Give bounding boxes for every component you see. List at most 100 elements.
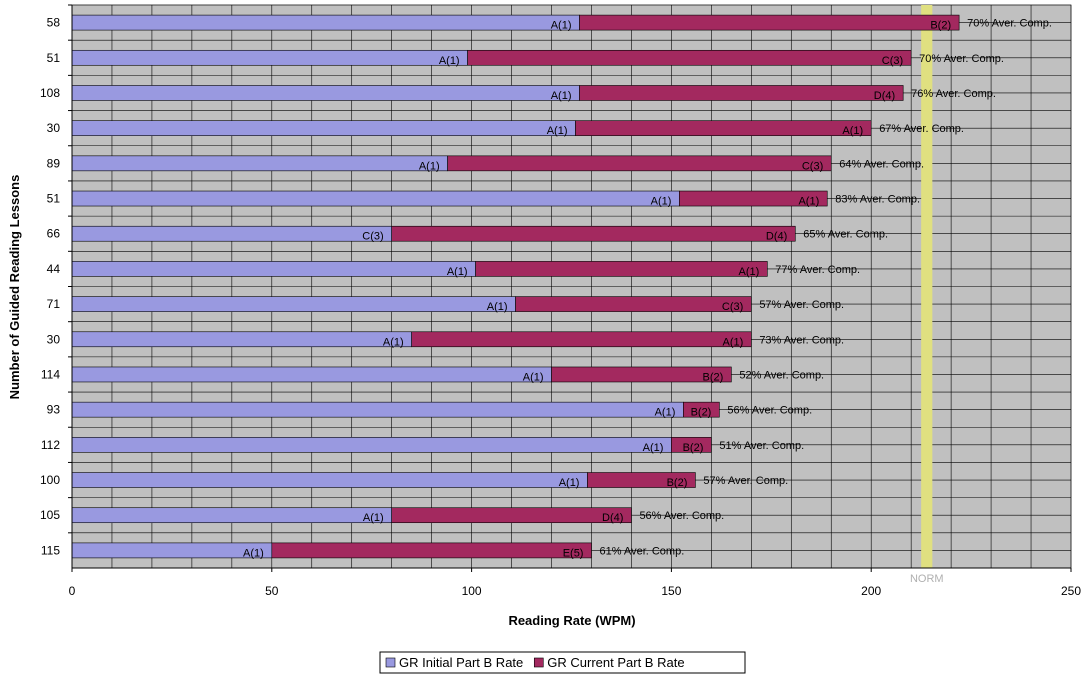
y-tick-label: 105 (40, 508, 60, 522)
comp-annotation: 70% Aver. Comp. (967, 18, 1052, 30)
bar-label: A(1) (439, 55, 460, 67)
bar-segment (679, 190, 828, 207)
y-tick-label: 89 (47, 156, 61, 170)
bar-segment (71, 507, 392, 524)
y-tick-label: 30 (47, 332, 61, 346)
bar-label: A(1) (547, 125, 568, 137)
bar-label: A(1) (419, 160, 440, 172)
bar-segment (551, 366, 732, 383)
comp-annotation: 73% Aver. Comp. (759, 334, 844, 346)
y-tick-label: 114 (41, 367, 60, 381)
x-tick-label: 100 (462, 584, 482, 598)
bar-label: A(1) (383, 336, 404, 348)
y-tick-label: 58 (47, 16, 61, 30)
bar-label: C(3) (362, 231, 383, 243)
bar-segment (71, 542, 273, 559)
bar-segment (575, 120, 872, 136)
x-tick-label: 0 (69, 584, 76, 598)
bar-segment (71, 190, 680, 207)
bar-label: A(1) (243, 547, 264, 559)
bar-segment (515, 296, 752, 312)
bar-segment (71, 437, 672, 453)
bar-segment (579, 14, 960, 31)
comp-annotation: 56% Aver. Comp. (727, 405, 812, 417)
bar-segment (447, 155, 832, 172)
y-tick-label: 71 (47, 297, 61, 311)
bar-segment (71, 261, 476, 277)
bar-label: A(1) (651, 196, 672, 208)
y-tick-label: 112 (41, 438, 60, 452)
bar-label: A(1) (643, 442, 664, 454)
bar-label: B(2) (703, 371, 724, 383)
bar-label: B(2) (683, 442, 704, 454)
bar-label: A(1) (798, 196, 819, 208)
y-tick-label: 44 (47, 262, 61, 276)
bar-segment (671, 437, 712, 453)
bar-label: A(1) (447, 266, 468, 278)
y-tick-label: 51 (47, 51, 61, 65)
comp-annotation: 77% Aver. Comp. (775, 264, 860, 276)
y-tick-label: 66 (47, 227, 61, 241)
bar-segment (411, 331, 752, 348)
norm-label: NORM (910, 573, 944, 585)
legend-swatch (385, 657, 396, 668)
bar-label: A(1) (487, 301, 508, 313)
y-tick-label: 115 (41, 543, 60, 557)
y-tick-label: 51 (47, 192, 61, 206)
comp-annotation: 83% Aver. Comp. (835, 194, 920, 206)
legend-box (379, 651, 746, 674)
x-tick-label: 50 (265, 584, 279, 598)
bar-label: C(3) (722, 301, 743, 313)
bar-segment (271, 542, 592, 559)
bar-label: A(1) (655, 407, 676, 419)
comp-annotation: 76% Aver. Comp. (911, 88, 996, 100)
bar-label: A(1) (842, 125, 863, 137)
bar-segment (71, 49, 468, 66)
comp-annotation: 57% Aver. Comp. (703, 475, 788, 487)
bar-segment (71, 472, 588, 488)
x-tick-label: 200 (861, 584, 881, 598)
legend-label: GR Current Part B Rate (547, 655, 684, 670)
comp-annotation: 65% Aver. Comp. (803, 229, 888, 241)
norm-band (921, 5, 933, 568)
bar-segment (71, 120, 576, 136)
x-tick-label: 250 (1061, 584, 1081, 598)
bar-segment (391, 507, 632, 524)
bar-label: B(2) (930, 20, 951, 32)
bar-label: B(2) (691, 407, 712, 419)
bar-segment (587, 472, 696, 488)
bar-segment (71, 401, 684, 418)
y-axis-title: Number of Guided Reading Lessons (7, 175, 22, 400)
bar-label: C(3) (882, 55, 903, 67)
bar-label: A(1) (723, 336, 744, 348)
bar-segment (683, 401, 720, 418)
bar-label: C(3) (802, 160, 823, 172)
bar-label: B(2) (667, 477, 688, 489)
legend: GR Initial Part B Rate GR Current Part B … (379, 651, 746, 674)
comp-annotation: 64% Aver. Comp. (839, 158, 924, 170)
bar-segment (71, 14, 580, 31)
bar-segment (475, 261, 768, 277)
bar-segment (71, 331, 412, 348)
bar-label: D(4) (602, 512, 623, 524)
bar-label: A(1) (551, 90, 572, 102)
bar-segment (391, 225, 796, 242)
y-tick-label: 30 (47, 121, 61, 135)
bar-segment (467, 49, 912, 66)
bar-label: D(4) (874, 90, 895, 102)
bar-segment (71, 366, 552, 383)
bar-label: A(1) (363, 512, 384, 524)
bar-label: E(5) (563, 547, 584, 559)
comp-annotation: 56% Aver. Comp. (639, 510, 724, 522)
comp-annotation: 51% Aver. Comp. (719, 440, 804, 452)
comp-annotation: 67% Aver. Comp. (879, 123, 964, 135)
bar-label: A(1) (551, 20, 572, 32)
bar-label: A(1) (559, 477, 580, 489)
x-tick-label: 150 (661, 584, 681, 598)
comp-annotation: 61% Aver. Comp. (599, 545, 684, 557)
x-axis-title: Reading Rate (WPM) (508, 613, 635, 628)
bar-label: D(4) (766, 231, 787, 243)
bar-label: A(1) (739, 266, 760, 278)
y-tick-label: 108 (40, 86, 60, 100)
